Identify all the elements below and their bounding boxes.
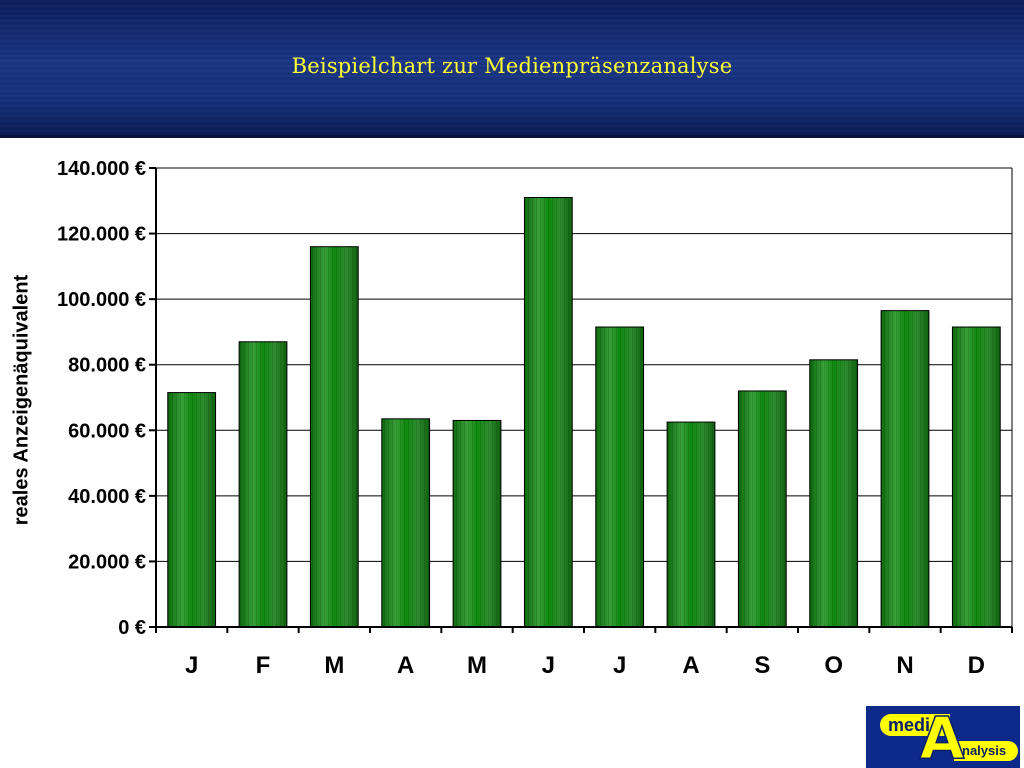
x-tick-label: A — [397, 652, 414, 679]
logo-text-bottom: nalysis — [954, 741, 1018, 761]
x-tick-label: D — [968, 652, 985, 679]
x-tick-label: M — [324, 652, 344, 679]
x-tick-label: O — [824, 652, 843, 679]
bar — [238, 341, 288, 628]
bar-texture — [952, 327, 1001, 627]
bars — [167, 197, 1001, 628]
tick-labels: 0 € 20.000 € 40.000 € 60.000 € 80.000 € 100.0… — [57, 158, 985, 679]
gridlines — [156, 167, 1013, 627]
y-tick-label: 40.000 € — [68, 486, 146, 508]
x-tick-label: J — [542, 652, 555, 679]
logo-letter: A — [920, 706, 965, 768]
y-tick-label: 20.000 € — [68, 551, 146, 573]
media-analysis-logo: medi nalysis A — [866, 706, 1020, 768]
bar — [737, 390, 787, 628]
x-tick-label: M — [467, 652, 487, 679]
bar-texture — [167, 392, 216, 627]
bar — [595, 326, 645, 628]
bar — [523, 197, 573, 628]
bar-texture — [310, 246, 359, 627]
header-banner: Beispielchart zur Medienpräsenzanalyse — [0, 0, 1024, 138]
bar-texture — [881, 310, 929, 627]
bar — [309, 246, 359, 628]
bar-texture — [453, 420, 501, 627]
axes — [149, 167, 1013, 633]
bar-texture — [381, 418, 430, 627]
y-tick-label: 80.000 € — [68, 355, 146, 377]
y-tick-label: 120.000 € — [57, 224, 146, 246]
x-tick-label: S — [754, 652, 770, 679]
logo-text-top: medi — [880, 714, 950, 736]
bar — [880, 310, 930, 628]
x-tick-label: N — [896, 652, 913, 679]
bar-texture — [738, 390, 787, 627]
bar-texture — [239, 341, 287, 627]
bar-texture — [524, 197, 573, 627]
page-title: Beispielchart zur Medienpräsenzanalyse — [291, 54, 733, 78]
bar-texture — [595, 327, 644, 627]
x-tick-label: J — [185, 652, 198, 679]
logo-letter-icon: A — [919, 706, 966, 768]
x-tick-label: A — [682, 652, 699, 679]
bar — [666, 421, 716, 628]
x-tick-label: J — [613, 652, 626, 679]
bar — [951, 326, 1001, 628]
bar — [381, 418, 431, 628]
bar-texture — [809, 359, 858, 627]
bar — [452, 419, 502, 628]
x-tick-label: F — [256, 652, 271, 679]
bar-texture — [667, 422, 715, 627]
y-tick-label: 140.000 € — [57, 158, 146, 180]
y-tick-label: 100.000 € — [57, 289, 146, 311]
bar — [809, 359, 859, 628]
y-tick-label: 0 € — [118, 617, 146, 639]
bar — [167, 392, 217, 628]
y-tick-label: 60.000 € — [68, 420, 146, 442]
